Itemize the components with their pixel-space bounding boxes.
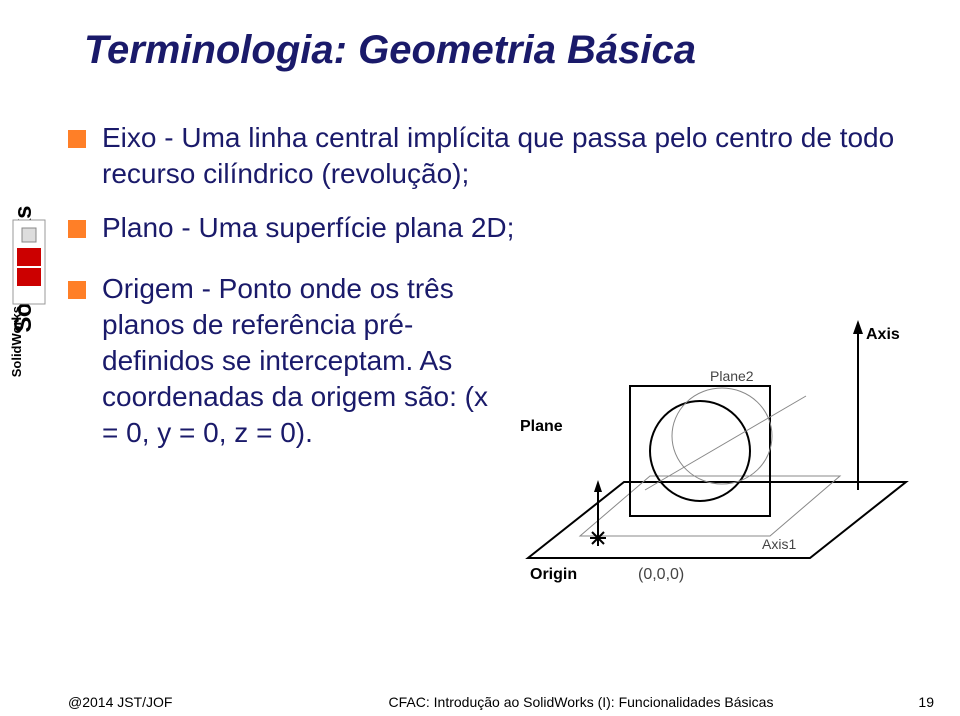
bullet-marker xyxy=(68,130,86,148)
bullet-plano-text: Plano - Uma superfície plana 2D; xyxy=(102,210,908,246)
bullet-eixo-text: Eixo - Uma linha central implícita que p… xyxy=(102,120,908,192)
slide-footer: @2014 JST/JOF CFAC: Introdução ao SolidW… xyxy=(0,694,960,710)
footer-center: CFAC: Introdução ao SolidWorks (I): Func… xyxy=(288,694,874,710)
geometry-diagram: Axis Plane Origin Axis1 Plane2 (0,0,0) xyxy=(510,306,916,606)
footer-page-number: 19 xyxy=(874,694,934,710)
bullet-marker xyxy=(68,281,86,299)
diagram-label-origin: Origin xyxy=(530,566,577,584)
bullet-origem: Origem - Ponto onde os três planos de re… xyxy=(68,271,488,450)
diagram-label-plane2: Plane2 xyxy=(710,368,754,384)
footer-left: @2014 JST/JOF xyxy=(68,694,288,710)
page-title: Terminologia: Geometria Básica xyxy=(84,28,696,73)
bullet-marker xyxy=(68,220,86,238)
diagram-svg xyxy=(510,306,916,606)
diagram-label-axis1: Axis1 xyxy=(762,536,796,552)
bullet-eixo: Eixo - Uma linha central implícita que p… xyxy=(68,120,908,192)
diagram-label-axis: Axis xyxy=(866,326,900,344)
bullet-origem-text: Origem - Ponto onde os três planos de re… xyxy=(102,271,488,450)
vertical-logo-block: SolidWorks SolidWorks xyxy=(6,10,50,310)
bullet-plano: Plano - Uma superfície plana 2D; xyxy=(68,210,908,246)
diagram-label-plane: Plane xyxy=(520,418,563,436)
solidworks-icon xyxy=(11,218,47,306)
diagram-label-origin-coords: (0,0,0) xyxy=(638,566,684,584)
brand-wordmark-small: SolidWorks xyxy=(9,306,24,377)
